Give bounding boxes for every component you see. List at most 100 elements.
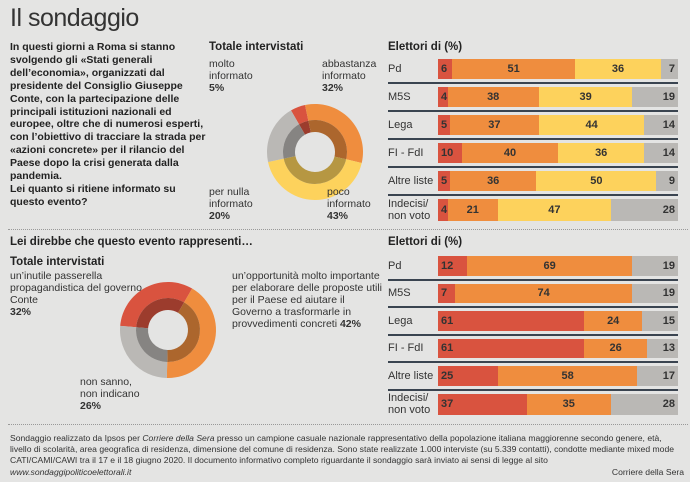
bar-segment-gray: 19 (632, 283, 678, 303)
bar-segment-red: 4 (438, 199, 448, 221)
bar-row: M5S 4 38 39 19 (388, 84, 678, 112)
stacked-bar: 4 21 47 28 (438, 199, 678, 221)
bar-row: Altre liste 5 36 50 9 (388, 168, 678, 196)
bar-segment-red: 7 (438, 283, 455, 303)
bar-row: M5S 7 74 19 (388, 281, 678, 308)
category-label: FI - FdI (388, 147, 424, 159)
label-per-nulla: per nulla informato 20% (209, 186, 269, 222)
category-label: Pd (388, 259, 402, 272)
bar-segment-yellow: 47 (497, 199, 611, 221)
bar-segment-red: 4 (438, 87, 448, 107)
label-poco: poco informato 43% (327, 186, 377, 222)
donut-inner-segment (135, 327, 168, 362)
bar-segment-yellow: 39 (538, 87, 633, 107)
donut-segment (305, 104, 363, 163)
bar-segment-orange: 74 (454, 283, 633, 303)
donut1-title: Totale intervistati (209, 41, 304, 53)
page-title: Il sondaggio (10, 4, 139, 32)
donut-inner-segment (308, 120, 347, 160)
bar-segment-yellow: 36 (574, 59, 662, 79)
stacked-bar: 12 69 19 (438, 256, 678, 276)
category-label: Indecisi/ non voto (388, 392, 431, 417)
bar-segment-gray: 14 (644, 143, 678, 163)
bar-segment-orange: 37 (450, 115, 539, 135)
stacked-bar: 25 58 17 (438, 366, 678, 386)
bar-segment-gray: 14 (644, 115, 678, 135)
donut2-title: Totale intervistati (10, 256, 105, 268)
label-text: molto informato (209, 58, 253, 82)
bar-segment-orange: 21 (447, 199, 498, 221)
bar-row: Lega 61 24 15 (388, 308, 678, 336)
label-pct: 43% (327, 210, 349, 222)
bar-segment-yellow: 50 (536, 171, 657, 191)
divider (8, 424, 688, 425)
category-label: Pd (388, 63, 402, 75)
bar-row: Indecisi/ non voto 4 21 47 28 (388, 196, 678, 224)
bar-segment-orange: 69 (466, 256, 633, 276)
label-abbastanza: abbastanza informato 32% (322, 58, 386, 94)
donut-inner-segment (282, 124, 305, 159)
bar-segment-orange: 35 (526, 393, 611, 415)
donut-segment (120, 281, 193, 328)
question-2: Lei direbbe che questo evento rappresent… (10, 236, 253, 248)
category-label: M5S (388, 91, 411, 103)
bar-segment-orange: 58 (498, 366, 638, 386)
divider (8, 229, 688, 230)
category-label: M5S (388, 287, 411, 300)
note-text: presso un campione casuale nazionale rap… (10, 433, 675, 466)
bar-segment-gray: 13 (646, 338, 678, 358)
bar-segment-yellow: 44 (538, 115, 645, 135)
category-label: FI - FdI (388, 342, 424, 355)
label-pct: 26% (80, 400, 102, 412)
bar-segment-red: 5 (438, 171, 450, 191)
note-italic: Corriere della Sera (142, 433, 215, 443)
bar-segment-orange: 24 (584, 311, 642, 331)
label-text: per nulla informato (209, 186, 253, 210)
stacked-bar: 5 37 44 14 (438, 115, 678, 135)
bars1-title: Elettori di (%) (388, 41, 463, 53)
bar-row: FI - FdI 61 26 13 (388, 336, 678, 363)
bar-segment-gray: 28 (610, 393, 678, 415)
category-label: Altre liste (388, 175, 434, 187)
bar-segment-orange: 26 (584, 338, 647, 358)
intro-body: In questi giorni a Roma si stanno svolge… (10, 41, 206, 183)
bar-segment-orange: 38 (447, 87, 539, 107)
stacked-bar: 4 38 39 19 (438, 87, 678, 107)
bar-row: Pd 6 51 36 7 (388, 56, 678, 84)
bar-segment-gray: 7 (661, 59, 678, 79)
bar-row: FI - FdI 10 40 36 14 (388, 140, 678, 168)
label-text: non sanno, non indicano (80, 376, 140, 400)
bar-segment-orange: 51 (452, 59, 575, 79)
label-text: un’opportunità molto importante per elab… (232, 270, 383, 330)
donut-segment (268, 158, 362, 200)
stacked-bar: 6 51 36 7 (438, 59, 678, 79)
donut-inner-segment (167, 302, 200, 362)
donut-inner-segment (136, 297, 185, 329)
bar-segment-gray: 28 (610, 199, 678, 221)
methodology-note: Sondaggio realizzato da Ipsos per Corrie… (10, 433, 685, 478)
label-molto: molto informato 5% (209, 58, 269, 94)
bar-segment-red: 5 (438, 115, 450, 135)
bar-segment-red: 25 (438, 366, 498, 386)
bar-row: Altre liste 25 58 17 (388, 363, 678, 391)
bar-segment-red: 6 (438, 59, 453, 79)
category-label: Indecisi/ non voto (388, 198, 431, 222)
bars2-title: Elettori di (%) (388, 236, 463, 248)
bar-segment-red: 12 (438, 256, 467, 276)
bar-segment-gray: 9 (656, 171, 678, 191)
label-pct: 20% (209, 210, 231, 222)
label-text: abbastanza informato (322, 58, 377, 82)
note-text: Sondaggio realizzato da Ipsos per (10, 433, 143, 443)
label-pct: 5% (209, 82, 225, 94)
category-label: Lega (388, 119, 413, 131)
label-opportunita: un’opportunità molto importante per elab… (232, 270, 382, 330)
bar-segment-red: 61 (438, 311, 585, 331)
intro-text: In questi giorni a Roma si stanno svolge… (10, 41, 210, 209)
source-credit: Corriere della Sera (611, 467, 684, 477)
stacked-bar: 5 36 50 9 (438, 171, 678, 191)
donut-segment (166, 288, 217, 378)
bar-segment-red: 10 (438, 143, 462, 163)
donut-segment (120, 325, 168, 378)
